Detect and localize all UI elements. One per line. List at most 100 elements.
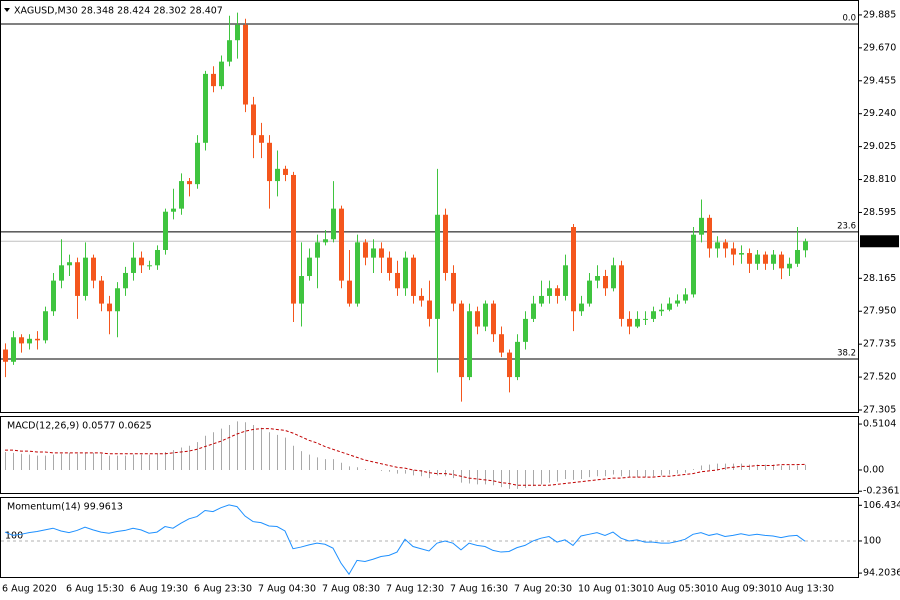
candle-body	[355, 242, 360, 304]
x-tick-label: 6 Aug 15:30	[66, 584, 124, 595]
y-tick-label: 27.305	[863, 405, 896, 416]
candle-body	[755, 254, 760, 264]
candle-body	[267, 142, 272, 182]
candle-body	[115, 288, 120, 312]
y-tick-label: 29.670	[863, 42, 896, 53]
candle-body	[539, 295, 544, 304]
candle-body	[459, 303, 464, 378]
level-label: 0.0	[842, 13, 856, 23]
candle-body	[451, 272, 456, 304]
candle-body	[467, 311, 472, 378]
level-label: 100	[5, 530, 23, 541]
candle-body	[379, 248, 384, 258]
candle-body	[43, 311, 48, 341]
candle-body	[547, 288, 552, 296]
candle-body	[187, 181, 192, 185]
candle-body	[803, 241, 808, 251]
candle-body	[83, 257, 88, 296]
candle-body	[179, 181, 184, 209]
candle-body	[611, 265, 616, 289]
level-label: 23.6	[837, 221, 856, 231]
y-tick-label: 27.950	[863, 306, 896, 317]
x-tick-label: 10 Aug 09:30	[706, 584, 770, 595]
candle-body	[483, 303, 488, 327]
candle-body	[499, 334, 504, 353]
candle-body	[251, 104, 256, 136]
candle-body	[259, 135, 264, 143]
candle-body	[91, 257, 96, 281]
y-tick-label: 29.455	[863, 75, 896, 86]
candle-body	[411, 257, 416, 296]
candle-body	[227, 40, 232, 62]
candle-body	[35, 338, 40, 341]
candle-body	[571, 227, 576, 312]
candle-body	[443, 214, 448, 273]
candle-body	[587, 280, 592, 304]
candle-body	[643, 318, 648, 320]
x-tick-label: 6 Aug 23:30	[194, 584, 252, 595]
candle-body	[275, 168, 280, 182]
candle-body	[195, 142, 200, 185]
y-tick-label: -0.2361	[863, 486, 900, 497]
y-tick-label: 106.4345	[863, 500, 900, 511]
x-tick-label: 10 Aug 01:30	[578, 584, 642, 595]
x-tick-label: 10 Aug 05:30	[642, 584, 706, 595]
y-tick-label: 29.885	[863, 9, 896, 20]
momentum-line	[4, 504, 806, 576]
candle-body	[731, 248, 736, 255]
candle-body	[619, 265, 624, 319]
y-tick-label: 27.520	[863, 372, 896, 383]
candle-body	[75, 262, 80, 296]
candle-body	[371, 248, 376, 258]
x-tick-label: 7 Aug 12:30	[386, 584, 444, 595]
candle-body	[3, 349, 8, 362]
candle-body	[315, 242, 320, 258]
price-pane	[0, 0, 859, 413]
y-tick-label: 27.735	[863, 339, 896, 350]
x-tick-label: 7 Aug 04:30	[258, 584, 316, 595]
candle-body	[99, 280, 104, 304]
candle-body	[531, 303, 536, 319]
signal-line	[5, 428, 806, 486]
candle-body	[299, 276, 304, 304]
candle-body	[435, 214, 440, 319]
candle-body	[203, 73, 208, 143]
candle-body	[427, 300, 432, 319]
candle-body	[555, 288, 560, 296]
candle-body	[763, 254, 768, 264]
candle-body	[283, 168, 288, 175]
candle-body	[635, 318, 640, 327]
x-tick-label: 7 Aug 16:30	[450, 584, 508, 595]
y-tick-label: 28.810	[863, 174, 896, 185]
y-tick-label: 0.5104	[863, 419, 896, 430]
y-tick-label: 0.00	[863, 464, 884, 475]
menu-triangle	[4, 8, 10, 12]
x-tick-label: 7 Aug 08:30	[322, 584, 380, 595]
candle-body	[475, 311, 480, 327]
candle-body	[243, 24, 248, 105]
candle-body	[147, 265, 152, 267]
candle-body	[651, 311, 656, 319]
x-tick-label: 6 Aug 2020	[2, 584, 57, 595]
candle-body	[787, 263, 792, 269]
candle-body	[323, 239, 328, 243]
candle-body	[123, 272, 128, 289]
candle-body	[507, 352, 512, 378]
candle-body	[403, 257, 408, 289]
last-price-label: 28.407	[863, 236, 896, 247]
candle-body	[107, 303, 112, 312]
x-tick-label: 7 Aug 20:30	[514, 584, 572, 595]
candle-body	[419, 295, 424, 301]
y-tick-label: 28.165	[863, 273, 896, 284]
candle-body	[347, 280, 352, 304]
y-tick-label: 94.2036	[863, 568, 900, 579]
candle-body	[779, 254, 784, 269]
candle-body	[19, 337, 24, 344]
candle-body	[691, 234, 696, 295]
candle-body	[563, 265, 568, 296]
candle-body	[171, 208, 176, 212]
candle-body	[675, 300, 680, 304]
macd-pane	[0, 416, 859, 494]
candle-body	[51, 280, 56, 312]
